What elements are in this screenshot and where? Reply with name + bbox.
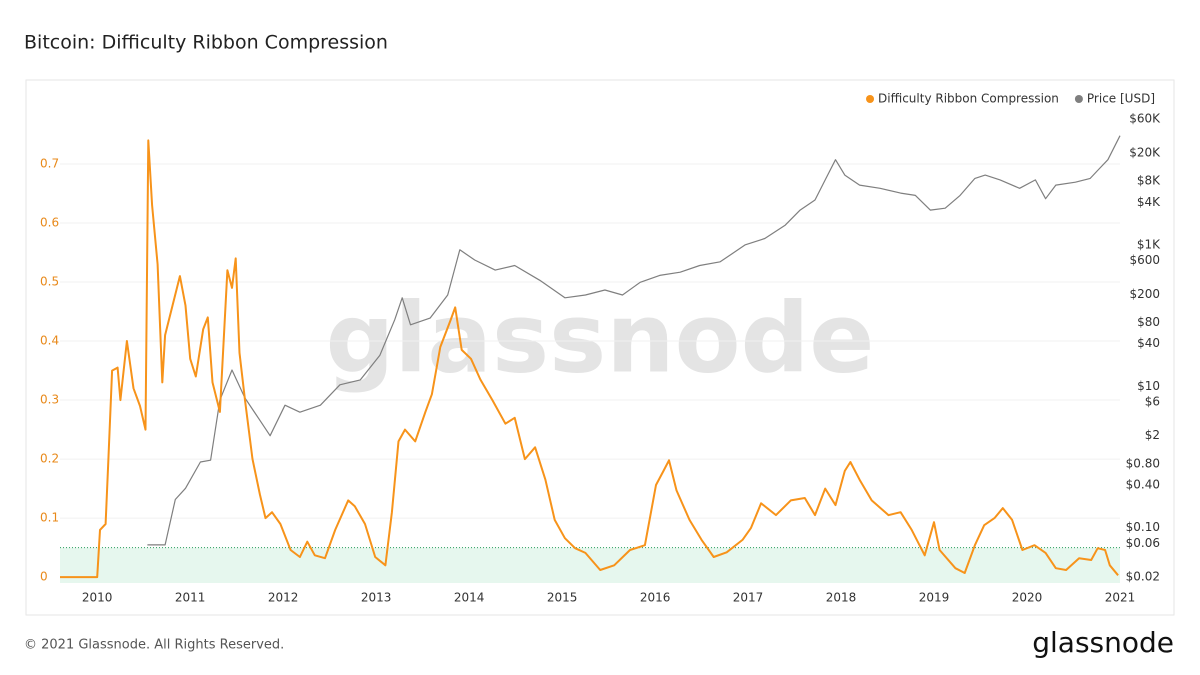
threshold-band	[60, 547, 1120, 583]
x-tick-label: 2020	[1012, 591, 1043, 605]
series-line	[60, 139, 1119, 579]
y2-tick-label: $20K	[1129, 145, 1161, 159]
x-tick-label: 2010	[82, 591, 113, 605]
legend-label: Difficulty Ribbon Compression	[878, 92, 1059, 106]
y2-tick-label: $0.80	[1126, 456, 1160, 470]
x-tick-label: 2021	[1105, 591, 1136, 605]
y2-tick-label: $200	[1129, 287, 1160, 301]
x-tick-label: 2013	[361, 591, 392, 605]
chart-frame	[25, 79, 1175, 616]
footer: © 2021 Glassnode. All Rights Reserved.	[24, 638, 284, 653]
y-tick-label: 0.3	[40, 393, 59, 407]
x-tick-label: 2012	[268, 591, 299, 605]
y-tick-label: 0	[40, 570, 48, 584]
legend-swatch	[866, 95, 875, 103]
y2-tick-label: $10	[1137, 379, 1160, 393]
y2-tick-label: $0.10	[1126, 520, 1160, 534]
y2-tick-label: $1K	[1137, 237, 1161, 251]
y2-tick-label: $40	[1137, 336, 1160, 350]
y2-tick-label: $0.40	[1126, 478, 1160, 492]
y2-tick-label: $600	[1129, 253, 1160, 267]
x-tick-label: 2011	[175, 591, 206, 605]
legend-swatch	[1074, 95, 1083, 103]
y-tick-label: 0.5	[40, 275, 59, 289]
series-line	[147, 135, 1121, 546]
y2-tick-label: $0.06	[1126, 536, 1160, 550]
y-tick-label: 0.6	[40, 216, 59, 230]
brand-logo: glassnode	[1032, 626, 1174, 659]
x-tick-label: 2014	[454, 591, 485, 605]
y2-tick-label: $80	[1137, 315, 1160, 329]
y-tick-label: 0.2	[40, 452, 59, 466]
chart-title: Bitcoin: Difficulty Ribbon Compression	[24, 32, 388, 54]
y2-tick-label: $6	[1145, 394, 1160, 408]
y2-tick-label: $0.02	[1126, 570, 1160, 584]
x-tick-label: 2016	[640, 591, 671, 605]
y2-tick-label: $60K	[1129, 112, 1161, 126]
y-tick-label: 0.7	[40, 157, 59, 171]
y-tick-label: 0.4	[40, 334, 59, 348]
x-tick-label: 2018	[826, 591, 857, 605]
y2-tick-label: $8K	[1137, 173, 1161, 187]
plot: 0 0.1 0.2 0.3 0.4 0.5 0.6 0.7 $0.02 $0.06 $0.10 $0.…	[40, 112, 1161, 605]
watermark: glassnode	[326, 282, 875, 394]
y2-tick-label: $4K	[1137, 195, 1161, 209]
y2-tick-label: $2	[1145, 428, 1160, 442]
x-tick-label: 2015	[547, 591, 578, 605]
x-tick-label: 2017	[733, 591, 764, 605]
x-tick-label: 2019	[919, 591, 950, 605]
legend-label: Price [USD]	[1087, 92, 1155, 106]
y-tick-label: 0.1	[40, 511, 59, 525]
